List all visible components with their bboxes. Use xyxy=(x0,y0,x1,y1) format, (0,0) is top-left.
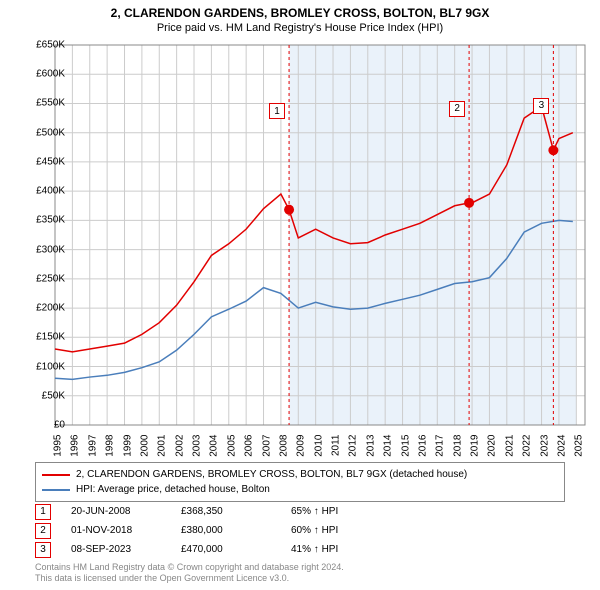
sales-price: £470,000 xyxy=(181,544,291,555)
x-axis-label: 2009 xyxy=(296,435,307,457)
sales-price: £368,350 xyxy=(181,506,291,517)
legend-swatch xyxy=(42,489,70,491)
chart-svg xyxy=(55,45,585,425)
legend-row: HPI: Average price, detached house, Bolt… xyxy=(42,482,558,497)
x-axis-label: 1997 xyxy=(87,435,98,457)
x-axis-label: 2024 xyxy=(556,435,567,457)
y-axis-label: £250K xyxy=(36,273,65,284)
x-axis-label: 2004 xyxy=(209,435,220,457)
x-axis-label: 1999 xyxy=(122,435,133,457)
x-axis-label: 2010 xyxy=(313,435,324,457)
chart-subtitle: Price paid vs. HM Land Registry's House … xyxy=(0,22,600,34)
sales-marker-box: 1 xyxy=(35,504,51,520)
x-axis-label: 2013 xyxy=(365,435,376,457)
legend-swatch xyxy=(42,474,70,476)
x-axis-label: 2005 xyxy=(226,435,237,457)
sales-table-row: 2 01-NOV-2018£380,00060% ↑ HPI xyxy=(35,521,411,540)
legend-label: HPI: Average price, detached house, Bolt… xyxy=(76,484,270,495)
footer-attribution: Contains HM Land Registry data © Crown c… xyxy=(35,562,344,585)
sales-pct: 65% ↑ HPI xyxy=(291,506,411,517)
y-axis-label: £400K xyxy=(36,186,65,197)
sales-table: 1 20-JUN-2008£368,35065% ↑ HPI 2 01-NOV-201… xyxy=(35,502,411,559)
y-axis-label: £300K xyxy=(36,244,65,255)
sales-table-row: 1 20-JUN-2008£368,35065% ↑ HPI xyxy=(35,502,411,521)
x-axis-label: 2017 xyxy=(435,435,446,457)
x-axis-label: 2021 xyxy=(504,435,515,457)
x-axis-label: 2007 xyxy=(261,435,272,457)
y-axis-label: £0 xyxy=(54,420,65,431)
sales-date: 01-NOV-2018 xyxy=(71,525,181,536)
x-axis-label: 2001 xyxy=(157,435,168,457)
sales-pct: 60% ↑ HPI xyxy=(291,525,411,536)
x-axis-label: 2019 xyxy=(470,435,481,457)
x-axis-label: 1995 xyxy=(53,435,64,457)
sales-date: 08-SEP-2023 xyxy=(71,544,181,555)
x-axis-label: 2011 xyxy=(331,435,342,457)
x-axis-label: 1998 xyxy=(105,435,116,457)
x-axis-label: 2003 xyxy=(192,435,203,457)
sales-price: £380,000 xyxy=(181,525,291,536)
x-axis-label: 2023 xyxy=(539,435,550,457)
chart-title: 2, CLARENDON GARDENS, BROMLEY CROSS, BOL… xyxy=(0,6,600,20)
legend-label: 2, CLARENDON GARDENS, BROMLEY CROSS, BOL… xyxy=(76,469,467,480)
sales-table-row: 3 08-SEP-2023£470,00041% ↑ HPI xyxy=(35,540,411,559)
x-axis-label: 2020 xyxy=(487,435,498,457)
x-axis-label: 2014 xyxy=(383,435,394,457)
sales-pct: 41% ↑ HPI xyxy=(291,544,411,555)
legend-box: 2, CLARENDON GARDENS, BROMLEY CROSS, BOL… xyxy=(35,462,565,502)
x-axis-label: 2016 xyxy=(417,435,428,457)
y-axis-label: £550K xyxy=(36,98,65,109)
footer-line-1: Contains HM Land Registry data © Crown c… xyxy=(35,562,344,572)
y-axis-label: £200K xyxy=(36,303,65,314)
y-axis-label: £650K xyxy=(36,40,65,51)
x-axis-label: 2012 xyxy=(348,435,359,457)
x-axis-label: 2025 xyxy=(574,435,585,457)
x-axis-label: 2018 xyxy=(452,435,463,457)
x-axis-label: 2000 xyxy=(139,435,150,457)
y-axis-label: £150K xyxy=(36,332,65,343)
x-axis-label: 2022 xyxy=(522,435,533,457)
chart-marker-label: 3 xyxy=(533,98,549,114)
y-axis-label: £600K xyxy=(36,69,65,80)
y-axis-label: £450K xyxy=(36,156,65,167)
y-axis-label: £500K xyxy=(36,127,65,138)
sales-marker-box: 3 xyxy=(35,542,51,558)
y-axis-label: £50K xyxy=(42,390,65,401)
x-axis-label: 2006 xyxy=(244,435,255,457)
legend-row: 2, CLARENDON GARDENS, BROMLEY CROSS, BOL… xyxy=(42,467,558,482)
sales-date: 20-JUN-2008 xyxy=(71,506,181,517)
x-axis-label: 2008 xyxy=(278,435,289,457)
chart-marker-label: 2 xyxy=(449,101,465,117)
x-axis-label: 2002 xyxy=(174,435,185,457)
footer-line-2: This data is licensed under the Open Gov… xyxy=(35,573,289,583)
y-axis-label: £350K xyxy=(36,215,65,226)
chart-area xyxy=(55,45,585,425)
chart-marker-label: 1 xyxy=(269,103,285,119)
sales-marker-box: 2 xyxy=(35,523,51,539)
x-axis-label: 2015 xyxy=(400,435,411,457)
x-axis-label: 1996 xyxy=(70,435,81,457)
y-axis-label: £100K xyxy=(36,361,65,372)
